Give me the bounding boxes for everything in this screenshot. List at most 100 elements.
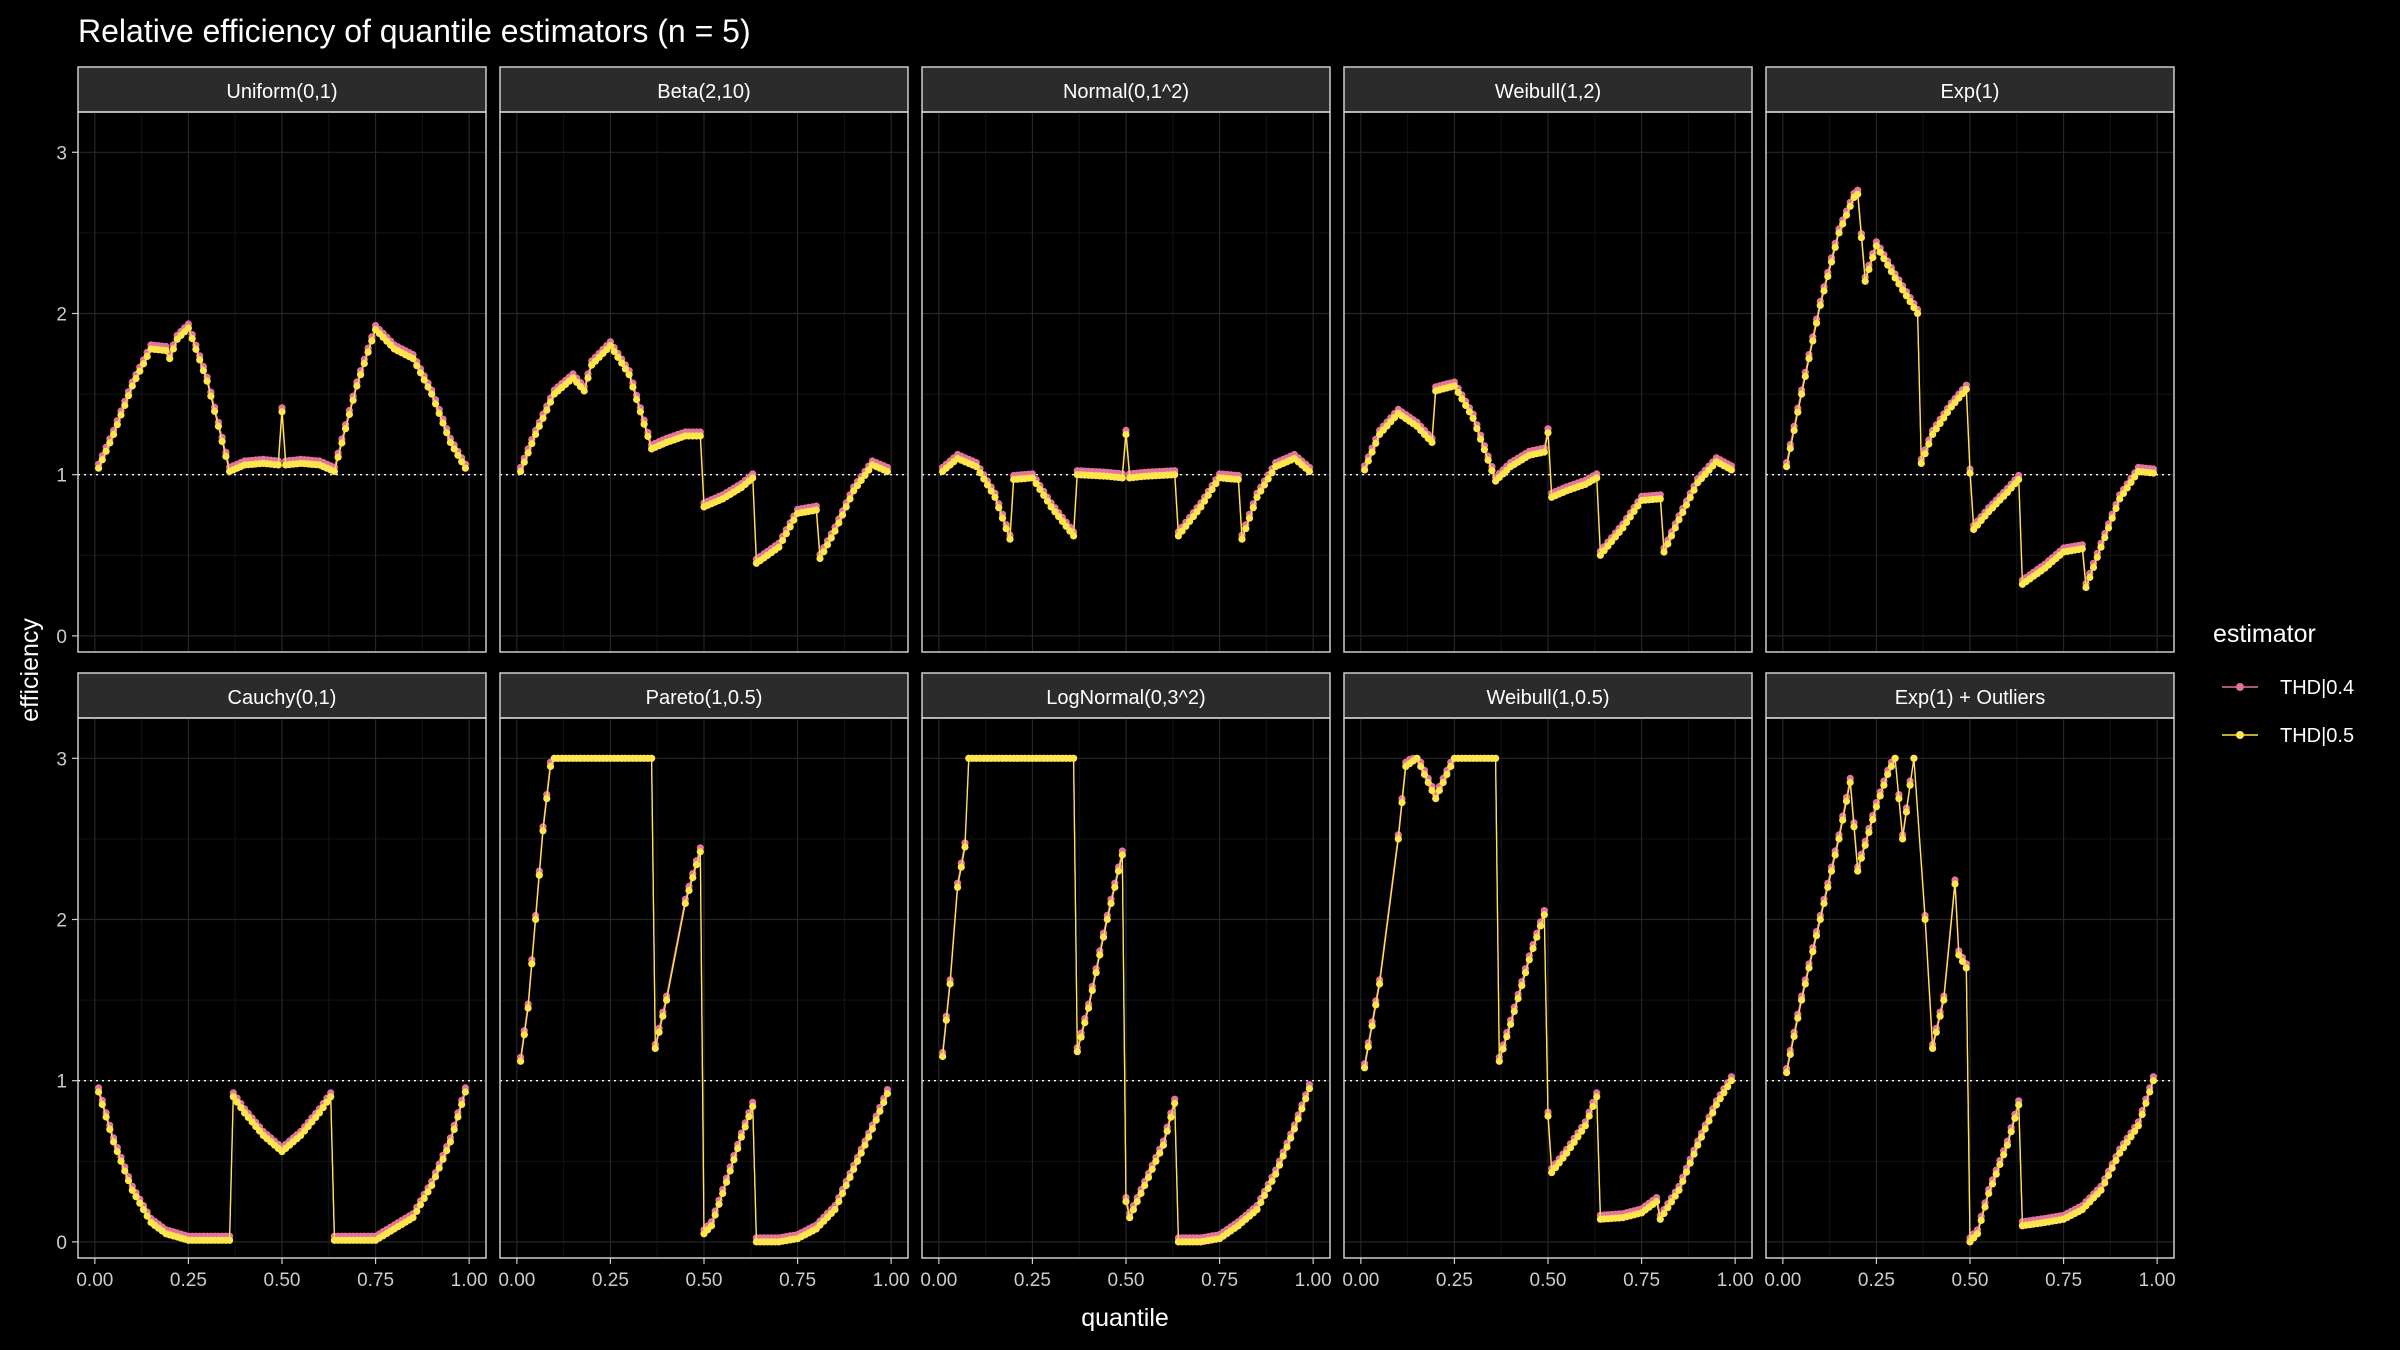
data-point — [2119, 489, 2128, 497]
data-point — [1122, 1198, 1130, 1206]
x-tick-label: 1.00 — [451, 1270, 488, 1291]
data-point — [1932, 425, 1940, 433]
series-thd05-exp-1-outliers — [1783, 754, 2157, 1246]
data-point — [1679, 508, 1687, 516]
data-point — [524, 449, 532, 457]
data-point — [946, 980, 954, 988]
data-point — [199, 367, 207, 375]
data-point — [790, 516, 798, 524]
data-point — [113, 1148, 121, 1156]
data-point — [2011, 1114, 2019, 1122]
data-point — [644, 432, 652, 441]
data-point — [184, 324, 192, 332]
data-point — [1827, 258, 1836, 266]
strip-exp-1-outliers — [1765, 672, 2175, 719]
data-point — [1686, 1159, 1694, 1167]
legend-point-thd05 — [2236, 731, 2244, 739]
panel-exp-1: Exp(1) — [1765, 66, 2175, 653]
data-point — [1040, 491, 1048, 499]
data-point — [1805, 355, 1813, 363]
data-point — [1884, 770, 1892, 779]
data-point — [2078, 545, 2086, 553]
data-point — [2086, 573, 2094, 582]
data-point — [2097, 543, 2105, 551]
data-point — [745, 1113, 753, 1121]
data-point — [1193, 508, 1201, 516]
data-point — [2149, 1077, 2157, 1085]
data-point — [842, 1181, 850, 1190]
data-point — [98, 456, 106, 464]
data-point — [861, 1141, 869, 1149]
panel-border-normal-0-1-2 — [921, 111, 1331, 653]
panel-lognormal-0-3-2: LogNormal(0,3^2) 0.00 0.25 0.50 0.75 1.00 — [920, 672, 1332, 1291]
data-point — [2112, 1157, 2120, 1165]
data-point — [528, 960, 536, 968]
data-point — [838, 1189, 847, 1198]
data-point — [685, 886, 693, 895]
data-point — [1801, 372, 1809, 380]
x-tick-label: 0.75 — [1201, 1270, 1238, 1291]
data-point — [972, 463, 980, 471]
data-point — [1540, 911, 1548, 919]
data-point — [883, 467, 892, 476]
x-tick-label: 0.50 — [1952, 1270, 1989, 1291]
data-point — [1929, 430, 1937, 438]
series-thd05-weibull-1-0-5 — [1361, 754, 1735, 1223]
data-point — [237, 1104, 245, 1112]
data-point — [95, 464, 103, 472]
data-point — [1902, 808, 1910, 816]
data-point — [1824, 272, 1832, 280]
data-point — [1925, 440, 1933, 448]
data-point — [169, 345, 177, 353]
data-point — [546, 762, 555, 771]
x-axis-title: quantile — [1081, 1304, 1169, 1332]
data-point — [431, 400, 440, 408]
data-point — [1634, 502, 1642, 510]
data-point — [1417, 762, 1425, 771]
data-point — [458, 458, 466, 466]
data-point — [1514, 994, 1522, 1003]
series-thd05-lognormal-0-3-2 — [939, 754, 1313, 1246]
strip-uniform-0-1 — [77, 66, 487, 113]
y-axis-title: efficiency — [16, 618, 44, 722]
data-point — [1238, 535, 1246, 543]
y-tick-label: 0 — [56, 627, 67, 648]
data-point — [1790, 426, 1798, 434]
series-thd05-normal-0-1-2 — [939, 430, 1313, 543]
data-point — [786, 523, 794, 531]
panel-pareto-1-0-5: Pareto(1,0.5) 0.00 0.25 0.50 0.75 1.00 — [498, 672, 910, 1291]
legend-title: estimator — [2213, 620, 2316, 648]
data-point — [1260, 1191, 1269, 1200]
strip-label-pareto-1-0-5: Pareto(1,0.5) — [646, 687, 763, 709]
data-point — [1201, 497, 1209, 505]
data-point — [409, 355, 417, 363]
x-tick-label: 0.00 — [498, 1270, 535, 1291]
data-point — [539, 414, 547, 422]
data-point — [2101, 534, 2109, 542]
data-point — [1626, 513, 1634, 521]
data-point — [546, 398, 555, 406]
data-point — [349, 396, 357, 404]
strip-weibull-1-0-5 — [1343, 672, 1753, 719]
data-point — [1275, 1161, 1284, 1169]
data-point — [1398, 799, 1406, 807]
data-point — [1902, 292, 1910, 300]
data-point — [1801, 980, 1809, 988]
data-point — [1253, 1206, 1261, 1214]
data-point — [1443, 770, 1451, 779]
x-tick-label: 1.00 — [1295, 1270, 1332, 1291]
grid-beta-2-10 — [500, 112, 908, 652]
data-point — [1070, 532, 1078, 540]
data-point — [846, 495, 854, 503]
data-point — [711, 1211, 719, 1219]
data-point — [812, 506, 820, 514]
strip-lognormal-0-3-2 — [921, 672, 1331, 719]
data-point — [1966, 469, 1974, 477]
grid-cauchy-0-1 — [78, 718, 486, 1258]
data-point — [1783, 463, 1791, 471]
data-point — [2015, 1101, 2023, 1109]
data-point — [939, 1052, 947, 1061]
data-point — [517, 467, 525, 476]
strip-label-exp-1: Exp(1) — [1941, 81, 2000, 103]
data-point — [749, 1102, 757, 1111]
